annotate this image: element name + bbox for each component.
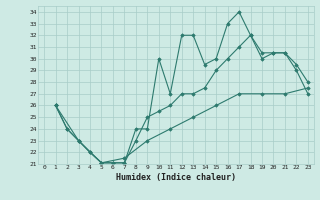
X-axis label: Humidex (Indice chaleur): Humidex (Indice chaleur) [116, 173, 236, 182]
